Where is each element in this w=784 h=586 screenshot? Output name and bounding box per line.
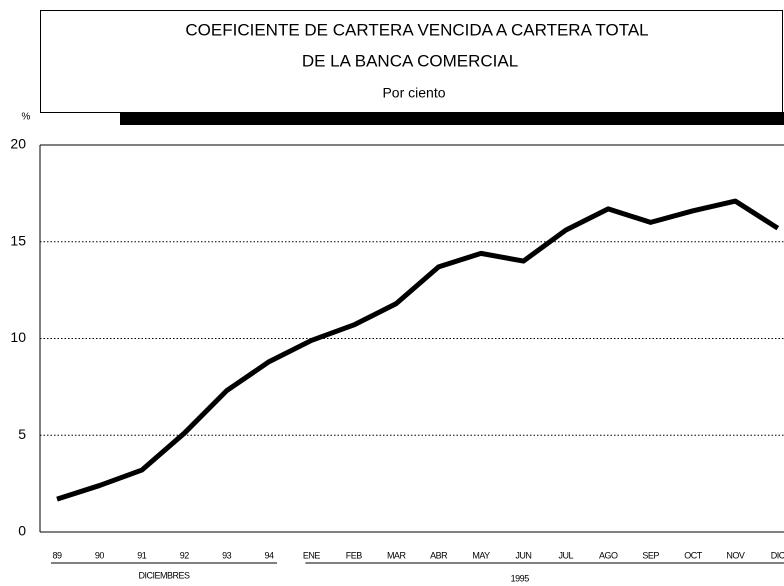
x-tick-label: ENE — [303, 550, 321, 560]
y-tick-label: 10 — [10, 329, 26, 345]
x-tick-label: JUL — [559, 550, 574, 560]
data-line — [56, 198, 780, 502]
x-tick-label: 91 — [137, 550, 147, 560]
x-tick-label: 94 — [264, 550, 274, 560]
title-shadow — [120, 112, 784, 125]
y-tick-label: 0 — [18, 523, 26, 539]
x-tick-label: SEP — [642, 550, 659, 560]
group-label: 1995 — [511, 573, 530, 583]
x-tick-label: JUN — [515, 550, 531, 560]
x-tick-label: MAY — [472, 550, 490, 560]
chart-title: COEFICIENTE DE CARTERA VENCIDA A CARTERA… — [185, 20, 648, 39]
x-tick-label: FEB — [346, 550, 363, 560]
y-tick-label: 5 — [18, 426, 26, 442]
x-tick-label: NOV — [726, 550, 745, 560]
y-tick-label: 15 — [10, 232, 26, 248]
x-tick-label: 92 — [180, 550, 190, 560]
x-tick-label: DIC — [771, 550, 784, 560]
x-tick-label: 89 — [52, 550, 62, 560]
x-tick-label: 90 — [95, 550, 105, 560]
y-tick-label: 20 — [10, 136, 26, 152]
group-label: DICIEMBRES — [138, 570, 190, 580]
x-tick-label: OCT — [684, 550, 703, 560]
x-tick-label: 93 — [222, 550, 232, 560]
y-axis-label: % — [22, 112, 31, 123]
x-tick-label: MAR — [387, 550, 407, 560]
x-tick-label: AGO — [599, 550, 618, 560]
x-tick-label: ABR — [430, 550, 448, 560]
chart-subtitle: Por ciento — [382, 85, 445, 101]
chart-title: DE LA BANCA COMERCIAL — [302, 51, 518, 70]
title-box — [40, 10, 783, 113]
